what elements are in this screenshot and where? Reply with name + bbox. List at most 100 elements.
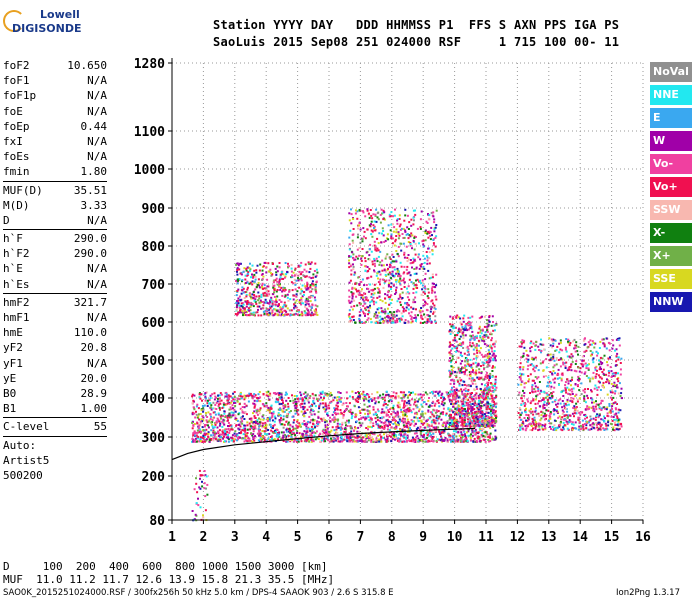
- echo-point: [283, 290, 286, 293]
- echo-point: [463, 380, 466, 383]
- echo-point: [381, 396, 384, 399]
- echo-point: [239, 308, 242, 311]
- echo-point: [384, 310, 387, 313]
- echo-point: [307, 287, 310, 290]
- echo-point: [310, 277, 313, 280]
- echo-point: [366, 277, 369, 280]
- echo-point: [475, 343, 478, 345]
- echo-point: [370, 440, 373, 443]
- echo-point: [446, 438, 449, 441]
- echo-point: [426, 222, 429, 224]
- echo-point: [463, 314, 466, 317]
- echo-point: [262, 292, 265, 295]
- echo-point: [465, 431, 468, 434]
- echo-point: [374, 316, 377, 319]
- echo-point: [426, 256, 429, 259]
- echo-point: [435, 419, 438, 422]
- echo-point: [463, 383, 466, 386]
- echo-point: [432, 215, 435, 218]
- echo-point: [361, 240, 364, 243]
- echo-point: [462, 421, 465, 424]
- echo-point: [462, 317, 465, 320]
- echo-point: [390, 277, 393, 280]
- echo-point: [277, 412, 280, 415]
- echo-point: [476, 418, 479, 421]
- echo-point: [416, 406, 419, 409]
- echo-point: [326, 432, 329, 435]
- echo-point: [352, 315, 355, 318]
- echo-point: [383, 426, 386, 429]
- echo-point: [367, 412, 370, 415]
- echo-point: [434, 402, 437, 405]
- echo-point: [472, 369, 474, 372]
- echo-point: [336, 422, 339, 425]
- echo-point: [431, 249, 434, 252]
- echo-point: [299, 397, 302, 400]
- echo-point: [278, 408, 281, 411]
- echo-point: [368, 224, 371, 227]
- echo-point: [365, 434, 368, 436]
- echo-point: [376, 308, 379, 311]
- echo-point: [314, 313, 317, 316]
- echo-point: [226, 430, 229, 433]
- echo-point: [368, 216, 371, 219]
- echo-point: [404, 414, 407, 416]
- echo-point: [490, 333, 493, 336]
- echo-point: [232, 392, 235, 395]
- echo-point: [221, 430, 224, 433]
- echo-point: [375, 437, 378, 440]
- echo-point: [459, 321, 462, 324]
- echo-point: [223, 423, 226, 426]
- echo-point: [370, 431, 373, 434]
- echo-point: [467, 321, 470, 324]
- echo-point: [422, 435, 425, 438]
- echo-point: [348, 259, 350, 262]
- echo-point: [489, 427, 492, 430]
- echo-point: [358, 430, 361, 433]
- param-name: Artist5: [3, 453, 50, 467]
- echo-point: [343, 438, 346, 441]
- echo-point: [459, 420, 462, 423]
- echo-point: [238, 403, 241, 406]
- echo-point: [243, 429, 245, 432]
- echo-point: [455, 347, 458, 350]
- echo-point: [290, 410, 292, 412]
- echo-point: [393, 315, 396, 318]
- echo-point: [358, 224, 361, 227]
- echo-point: [283, 410, 286, 413]
- echo-point: [261, 403, 264, 405]
- echo-point: [268, 408, 271, 411]
- echo-point: [489, 333, 492, 336]
- echo-point: [427, 425, 430, 428]
- echo-point: [332, 399, 335, 402]
- echo-point: [253, 439, 256, 442]
- echo-point: [289, 314, 292, 317]
- echo-point: [351, 295, 354, 298]
- echo-point: [314, 405, 317, 408]
- echo-point: [477, 412, 480, 415]
- echo-point: [421, 240, 424, 243]
- echo-point: [371, 263, 374, 266]
- echo-point: [350, 439, 353, 442]
- echo-point: [300, 288, 303, 291]
- echo-point: [373, 283, 376, 286]
- echo-point: [318, 405, 321, 408]
- echo-point: [413, 440, 416, 443]
- echo-point: [208, 440, 211, 443]
- echo-point: [347, 410, 350, 413]
- echo-point: [259, 407, 262, 410]
- echo-point: [376, 247, 379, 250]
- echo-point: [245, 295, 248, 298]
- echo-point: [198, 392, 201, 395]
- echo-point: [314, 394, 317, 397]
- echo-point: [385, 411, 388, 414]
- echo-point: [249, 281, 252, 284]
- echo-point: [435, 235, 438, 238]
- echo-point: [460, 404, 463, 407]
- echo-point: [380, 208, 383, 211]
- echo-point: [215, 401, 218, 404]
- echo-point: [280, 308, 283, 311]
- echo-point: [307, 288, 310, 291]
- echo-point: [455, 350, 458, 353]
- echo-point: [493, 403, 496, 406]
